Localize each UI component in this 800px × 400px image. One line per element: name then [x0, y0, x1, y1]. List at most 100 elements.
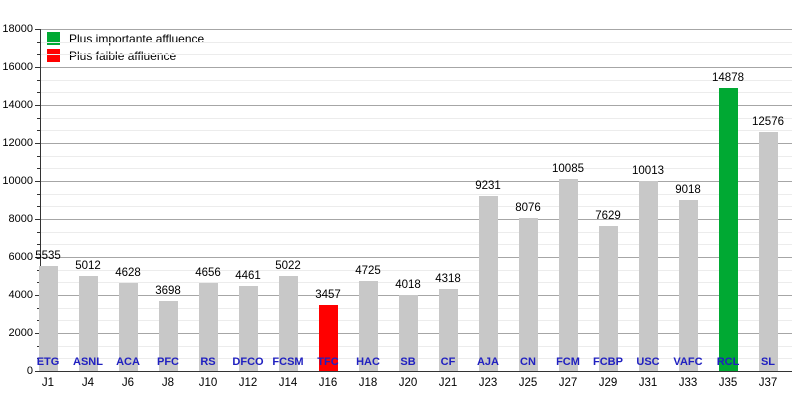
y-minor-tick	[37, 118, 40, 119]
minor-gridline	[40, 282, 792, 283]
y-minor-tick	[37, 358, 40, 359]
x-tick-label: J35	[718, 377, 738, 389]
major-gridline	[40, 219, 792, 220]
y-minor-tick	[37, 270, 40, 271]
bar-ETG	[39, 266, 58, 371]
y-minor-tick	[37, 92, 40, 93]
bar-SL	[759, 132, 778, 371]
bar-value-label: 14878	[712, 72, 744, 84]
bar-value-label: 4461	[235, 270, 261, 282]
y-axis-label: 12000	[2, 137, 33, 149]
x-tick-label: J14	[278, 377, 298, 389]
x-tick-label: J10	[198, 377, 218, 389]
bar-value-label: 4018	[395, 279, 421, 291]
bar-team-label: FCBP	[593, 356, 623, 368]
bar-team-label: USC	[636, 356, 660, 368]
bar-team-label: RS	[200, 356, 216, 368]
x-tick-label: J31	[638, 377, 658, 389]
bar-value-label: 10013	[632, 165, 664, 177]
y-minor-tick	[37, 168, 40, 169]
y-minor-tick	[37, 346, 40, 347]
bar-value-label: 5535	[35, 250, 61, 262]
bar-FCBP	[599, 226, 618, 371]
bar-FCSM	[279, 276, 298, 371]
bar-value-label: 12576	[752, 116, 784, 128]
x-tick-label: J37	[758, 377, 778, 389]
bar-team-label: CN	[520, 356, 536, 368]
bar-team-label: ASNL	[73, 356, 103, 368]
minor-gridline	[40, 80, 792, 81]
minor-gridline	[40, 118, 792, 119]
y-minor-tick	[37, 244, 40, 245]
bar-value-label: 7629	[595, 210, 621, 222]
y-axis-label: 6000	[8, 251, 33, 263]
bar-value-label: 5012	[75, 260, 101, 272]
bar-team-label: HAC	[356, 356, 380, 368]
legend-max-label: Plus importante affluence	[69, 31, 205, 46]
legend: Plus importante affluence Plus faible af…	[47, 30, 204, 64]
y-minor-tick	[37, 320, 40, 321]
y-axis-label: 16000	[2, 61, 33, 73]
major-gridline	[40, 143, 792, 144]
bar-team-label: RCL	[716, 356, 740, 368]
x-tick-label: J4	[81, 377, 95, 389]
bar-team-label: DFCO	[232, 356, 264, 368]
minor-gridline	[40, 232, 792, 233]
bar-team-label: SB	[400, 356, 416, 368]
x-tick-label: J29	[598, 377, 618, 389]
legend-max-swatch	[47, 32, 60, 45]
bar-value-label: 10085	[552, 163, 584, 175]
legend-entry-min: Plus faible affluence	[47, 47, 204, 64]
x-tick-label: J1	[41, 377, 55, 389]
bar-PFC	[159, 301, 178, 371]
y-major-tick	[35, 219, 40, 220]
legend-min-label: Plus faible affluence	[69, 48, 177, 63]
major-gridline	[40, 67, 792, 68]
y-axis	[40, 29, 41, 372]
y-major-tick	[35, 333, 40, 334]
minor-gridline	[40, 194, 792, 195]
bar-RS	[199, 283, 218, 371]
bar-ACA	[119, 283, 138, 371]
x-tick-label: J12	[238, 377, 258, 389]
y-minor-tick	[37, 80, 40, 81]
bar-team-label: AJA	[476, 356, 500, 368]
y-axis-label: 18000	[2, 23, 33, 35]
bar-USC	[639, 181, 658, 371]
legend-entry-max: Plus importante affluence	[47, 30, 204, 47]
y-major-tick	[35, 181, 40, 182]
bar-team-label: ACA	[116, 356, 140, 368]
y-axis-label: 2000	[8, 327, 33, 339]
bar-FCM	[559, 179, 578, 371]
minor-gridline	[40, 270, 792, 271]
bar-ASNL	[79, 276, 98, 371]
major-gridline	[40, 105, 792, 106]
major-gridline	[40, 29, 792, 30]
bar-team-label: TFC	[317, 356, 339, 368]
bar-CF	[439, 289, 458, 371]
minor-gridline	[40, 54, 792, 55]
bar-RCL	[719, 88, 738, 371]
bar-SB	[399, 295, 418, 371]
y-minor-tick	[37, 232, 40, 233]
bar-value-label: 9018	[675, 184, 701, 196]
y-axis-label: 0	[26, 365, 33, 377]
y-axis-label: 10000	[2, 175, 33, 187]
y-major-tick	[35, 143, 40, 144]
minor-gridline	[40, 156, 792, 157]
minor-gridline	[40, 92, 792, 93]
bar-team-label: FCM	[556, 356, 580, 368]
y-axis-label: 4000	[8, 289, 33, 301]
x-tick-label: J33	[678, 377, 698, 389]
y-minor-tick	[37, 308, 40, 309]
legend-min-swatch	[47, 49, 60, 62]
y-minor-tick	[37, 194, 40, 195]
x-tick-label: J21	[438, 377, 458, 389]
x-tick-label: J25	[518, 377, 538, 389]
x-axis	[35, 371, 792, 372]
bar-team-label: PFC	[157, 356, 179, 368]
major-gridline	[40, 181, 792, 182]
bar-VAFC	[679, 200, 698, 371]
x-tick-label: J23	[478, 377, 498, 389]
y-minor-tick	[37, 54, 40, 55]
